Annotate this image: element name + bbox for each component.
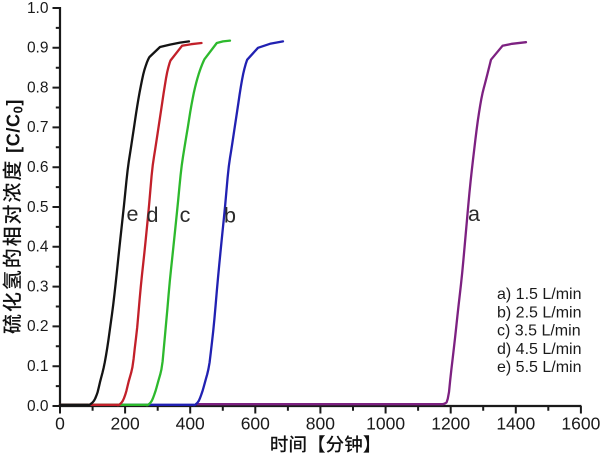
- svg-text:400: 400: [176, 414, 205, 434]
- svg-text:200: 200: [110, 414, 139, 434]
- svg-text:b) 2.5 L/min: b) 2.5 L/min: [497, 304, 581, 321]
- svg-text:1000: 1000: [366, 414, 405, 434]
- svg-text:d) 4.5 L/min: d) 4.5 L/min: [497, 341, 581, 358]
- svg-text:0.7: 0.7: [27, 119, 49, 136]
- svg-text:0.2: 0.2: [27, 318, 49, 335]
- svg-text:a: a: [468, 202, 480, 226]
- svg-text:0.8: 0.8: [27, 79, 49, 96]
- svg-text:c) 3.5 L/min: c) 3.5 L/min: [497, 323, 581, 340]
- svg-text:a) 1.5 L/min: a) 1.5 L/min: [497, 286, 581, 303]
- svg-text:0.1: 0.1: [27, 358, 49, 375]
- svg-text:1.0: 1.0: [27, 0, 49, 17]
- svg-text:1400: 1400: [496, 414, 535, 434]
- svg-text:b: b: [224, 204, 236, 228]
- svg-text:0.5: 0.5: [27, 199, 49, 216]
- svg-text:0: 0: [55, 414, 65, 434]
- svg-text:0.4: 0.4: [27, 239, 49, 256]
- svg-text:e) 5.5 L/min: e) 5.5 L/min: [497, 359, 581, 376]
- svg-text:d: d: [147, 203, 159, 227]
- svg-text:1600: 1600: [561, 414, 600, 434]
- svg-text:0.3: 0.3: [27, 278, 49, 295]
- svg-text:e: e: [127, 202, 139, 226]
- svg-text:0.9: 0.9: [27, 40, 49, 57]
- svg-text:800: 800: [306, 414, 335, 434]
- svg-text:0.0: 0.0: [27, 398, 49, 415]
- svg-text:1200: 1200: [431, 414, 470, 434]
- svg-text:600: 600: [241, 414, 270, 434]
- svg-text:0.6: 0.6: [27, 159, 49, 176]
- svg-text:c: c: [180, 203, 191, 227]
